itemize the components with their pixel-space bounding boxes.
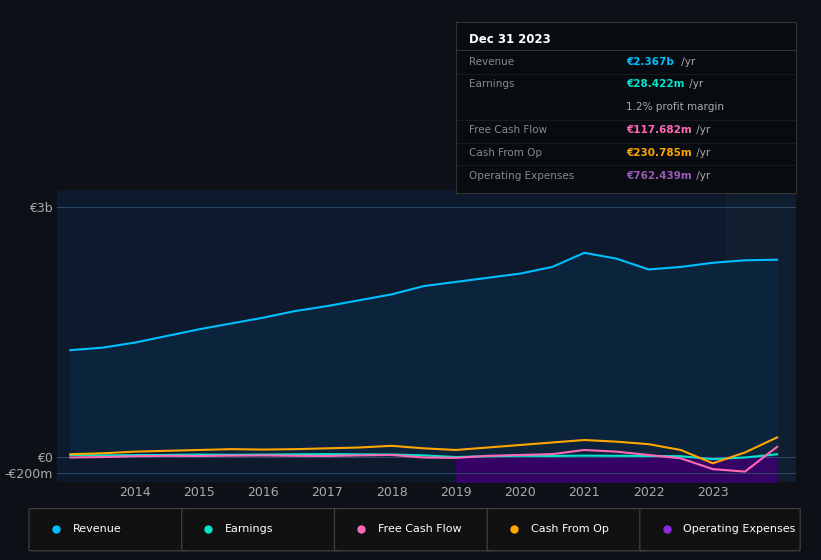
Text: Revenue: Revenue <box>470 57 515 67</box>
Text: /yr: /yr <box>694 125 711 135</box>
Text: 1.2% profit margin: 1.2% profit margin <box>626 102 724 112</box>
Text: €117.682m: €117.682m <box>626 125 692 135</box>
Text: €762.439m: €762.439m <box>626 171 692 180</box>
FancyBboxPatch shape <box>640 508 800 551</box>
Text: Cash From Op: Cash From Op <box>530 524 608 534</box>
Text: Free Cash Flow: Free Cash Flow <box>378 524 461 534</box>
Text: €28.422m: €28.422m <box>626 80 685 90</box>
Text: /yr: /yr <box>694 148 711 158</box>
FancyBboxPatch shape <box>29 508 190 551</box>
FancyBboxPatch shape <box>181 508 342 551</box>
Text: Revenue: Revenue <box>72 524 122 534</box>
Text: €230.785m: €230.785m <box>626 148 692 158</box>
FancyBboxPatch shape <box>334 508 495 551</box>
Text: /yr: /yr <box>694 171 711 180</box>
Text: Free Cash Flow: Free Cash Flow <box>470 125 548 135</box>
Text: €2.367b: €2.367b <box>626 57 674 67</box>
Text: Earnings: Earnings <box>225 524 273 534</box>
Text: /yr: /yr <box>678 57 695 67</box>
Text: Cash From Op: Cash From Op <box>470 148 543 158</box>
FancyBboxPatch shape <box>487 508 648 551</box>
Text: Operating Expenses: Operating Expenses <box>683 524 796 534</box>
Text: Operating Expenses: Operating Expenses <box>470 171 575 180</box>
Text: /yr: /yr <box>686 80 704 90</box>
Bar <box>726 190 796 482</box>
Text: Earnings: Earnings <box>470 80 515 90</box>
Text: Dec 31 2023: Dec 31 2023 <box>470 32 551 46</box>
